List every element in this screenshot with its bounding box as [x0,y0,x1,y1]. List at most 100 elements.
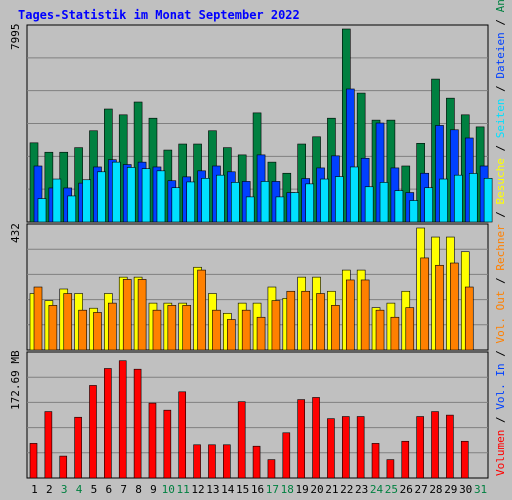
sites-bar-day-14 [227,319,236,351]
day-label-3: 3 [61,483,68,496]
day-label-21: 21 [325,483,338,496]
sites-bar-day-27 [420,257,429,351]
pages-bar-day-5 [97,171,106,223]
pages-bar-day-4 [82,179,91,223]
day-label-23: 23 [355,483,368,496]
day-label-28: 28 [429,483,442,496]
kbytes-bar-day-9 [148,402,157,479]
day-label-22: 22 [340,483,353,496]
legend-entry-files: Vol. In [494,363,507,409]
sites-bar-day-23 [360,279,370,351]
kbytes-bar-day-6 [104,368,112,479]
legend-separator: / [494,12,507,32]
legend-separator: / [494,271,507,291]
day-label-11: 11 [177,483,190,496]
sites-bar-day-30 [464,286,474,351]
pages-bar-day-11 [186,181,196,223]
sites-bar-day-22 [345,279,355,351]
kbytes-bar-day-2 [44,411,53,479]
pages-bar-day-2 [52,178,62,223]
legend-entry-pages: Seiten [494,98,507,138]
sites-bar-day-7 [122,279,132,351]
pages-bar-day-7 [126,167,136,223]
pages-bar-day-17 [275,196,285,223]
kbytes-bar-day-21 [327,418,335,479]
day-label-10: 10 [162,483,175,496]
y-max-label-panel-3: 172.69 MB [9,350,22,410]
day-label-19: 19 [295,483,308,496]
day-label-29: 29 [444,483,457,496]
legend-separator: / [494,138,507,158]
day-label-17: 17 [266,483,279,496]
kbytes-bar-day-20 [312,397,320,479]
kbytes-bar-day-5 [89,385,97,479]
kbytes-bar-day-1 [29,443,38,479]
pages-bar-day-30 [468,173,478,223]
legend-separator: / [494,79,507,99]
kbytes-bar-day-29 [446,414,454,479]
sites-bar-day-2 [48,305,58,351]
pages-bar-day-31 [483,178,493,223]
kbytes-bar-day-11 [178,391,187,479]
pages-bar-day-23 [364,186,374,223]
pages-bar-day-20 [320,178,329,223]
day-label-26: 26 [400,483,413,496]
kbytes-bar-day-19 [297,399,305,479]
sites-bar-day-24 [375,309,385,351]
legend-separator: / [494,344,507,364]
kbytes-bar-day-8 [133,368,142,479]
sites-bar-day-18 [286,290,296,351]
kbytes-bar-day-12 [193,444,201,479]
pages-bar-day-29 [454,174,463,223]
sites-bar-day-26 [405,307,415,351]
sites-bar-day-11 [182,305,192,351]
day-label-8: 8 [135,483,142,496]
sites-bar-day-15 [241,309,251,351]
day-label-31: 31 [474,483,487,496]
kbytes-bar-day-23 [356,416,365,479]
sites-bar-day-28 [435,264,444,351]
pages-bar-day-26 [409,200,419,223]
day-label-24: 24 [370,483,384,496]
pages-bar-day-24 [379,182,389,223]
kbytes-bar-day-4 [74,416,82,479]
kbytes-bar-day-15 [237,401,246,479]
day-label-12: 12 [191,483,204,496]
kbytes-bar-day-24 [371,443,380,479]
pages-bar-day-14 [231,182,240,223]
day-label-13: 13 [206,483,219,496]
day-label-5: 5 [91,483,98,496]
kbytes-bar-day-25 [386,459,395,479]
pages-bar-day-9 [156,170,166,223]
kbytes-bar-day-3 [59,455,68,479]
sites-bar-day-4 [78,309,87,351]
pages-bar-day-13 [216,174,225,223]
kbytes-bar-day-17 [267,459,276,479]
y-axis-max-labels: 7995 432 172.69 MB [9,24,22,411]
day-labels: 1 2 3 4 5 6 7 8 9 10 11 12 13 14 15 16 17 18 19 20 21 22 23 24 2… [31,483,487,496]
kbytes-bar-day-16 [252,445,261,479]
kbytes-bar-day-30 [460,440,469,479]
pages-bar-day-3 [67,195,77,223]
kbytes-bar-day-14 [223,444,231,479]
pages-bar-day-16 [260,181,270,223]
sites-bar-day-29 [450,262,459,351]
day-label-25: 25 [385,483,398,496]
sites-bar-day-3 [63,293,73,351]
legend: Volumen / Vol. In / Vol. Out / Rechner /… [494,0,507,476]
pages-bar-day-28 [439,178,448,223]
y-max-label-panel-1: 7995 [9,24,22,51]
pages-bar-day-19 [305,183,314,223]
sites-bar-day-1 [33,286,43,351]
day-label-18: 18 [281,483,294,496]
legend-separator: / [494,204,507,224]
bars [29,28,493,479]
legend-entry-sites: Vol. Out [494,291,507,344]
pages-bar-day-21 [335,176,344,223]
pages-bar-day-8 [141,168,151,223]
chart-title: Tages-Statistik im Monat September 2022 [18,8,300,22]
pages-bar-day-25 [394,190,404,223]
kbytes-bar-day-26 [401,440,410,479]
